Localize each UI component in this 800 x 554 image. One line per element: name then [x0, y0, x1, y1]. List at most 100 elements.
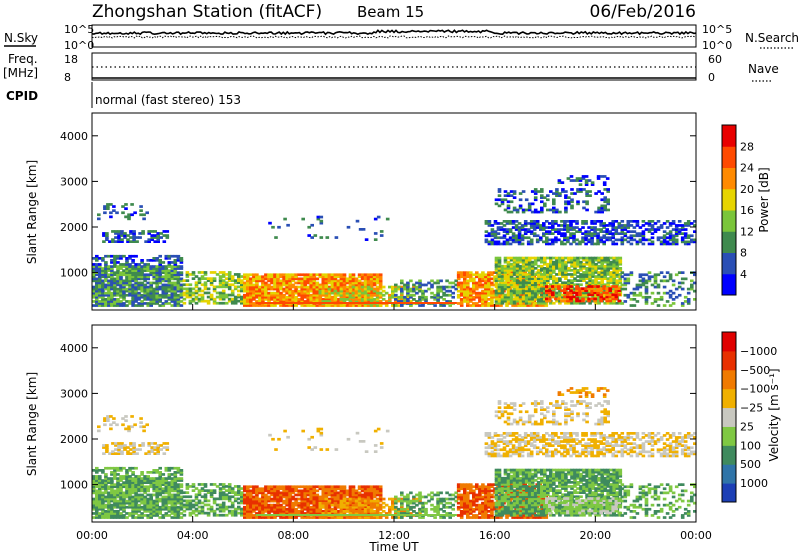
velocity-cell	[149, 499, 153, 503]
power-cell	[690, 279, 694, 283]
power-cell	[369, 289, 374, 293]
power-cell	[104, 254, 108, 258]
power-cell	[128, 265, 132, 268]
power-cell	[693, 230, 697, 233]
power-cell	[572, 236, 576, 240]
power-cell	[104, 269, 108, 272]
power-cell	[536, 210, 541, 214]
power-cell	[351, 289, 356, 293]
velocity-cell	[119, 483, 123, 486]
power-cell	[597, 256, 601, 260]
velocity-cell	[92, 501, 96, 505]
power-cell	[221, 297, 226, 301]
power-cell	[499, 293, 503, 297]
power-cell	[466, 275, 470, 279]
power-cell	[252, 275, 256, 279]
power-cell	[612, 279, 616, 282]
power-cell	[505, 220, 510, 223]
power-cell	[494, 291, 499, 295]
power-cell	[306, 285, 310, 289]
power-cell	[240, 285, 244, 289]
power-cell	[600, 206, 604, 210]
power-cell	[101, 259, 105, 262]
power-cell	[585, 285, 589, 289]
power-cell	[348, 281, 353, 285]
power-cell	[324, 293, 329, 297]
power-cell	[315, 289, 320, 293]
power-cell	[282, 281, 286, 285]
power-cell	[543, 269, 547, 272]
power-cell	[629, 220, 634, 223]
power-cell	[530, 289, 535, 293]
velocity-cell	[240, 491, 244, 494]
power-cell	[533, 297, 538, 301]
power-cell	[101, 283, 105, 287]
power-cell	[594, 256, 598, 260]
power-cell	[378, 304, 383, 307]
power-cell	[515, 285, 520, 289]
velocity-cell	[206, 491, 211, 494]
power-cell	[505, 238, 510, 242]
power-cell	[132, 236, 136, 239]
power-cell	[378, 287, 383, 291]
power-cell	[188, 289, 193, 293]
velocity-cell	[215, 497, 220, 501]
power-cell	[509, 269, 514, 272]
power-cell	[543, 267, 547, 270]
power-cell	[540, 273, 544, 276]
power-cell	[514, 236, 519, 240]
power-cell	[363, 285, 368, 289]
power-cell	[546, 295, 550, 299]
velocity-cell	[131, 489, 135, 493]
power-cell	[546, 256, 550, 260]
power-cell	[137, 293, 141, 297]
power-cell	[638, 234, 643, 238]
power-cell	[116, 291, 120, 295]
power-cell	[351, 295, 356, 299]
power-cell	[599, 293, 603, 297]
velocity-cell	[105, 448, 109, 451]
power-cell	[140, 271, 144, 274]
velocity-cell	[185, 501, 190, 505]
power-cell	[578, 177, 583, 180]
power-cell	[384, 300, 389, 303]
power-cell	[112, 209, 116, 212]
power-cell	[472, 304, 476, 307]
power-cell	[173, 281, 178, 285]
power-cell	[680, 240, 685, 244]
power-cell	[527, 260, 532, 264]
velocity-cell	[173, 503, 178, 507]
velocity-cell	[179, 471, 184, 474]
velocity-cell	[137, 493, 141, 497]
velocity-cell	[143, 477, 147, 480]
power-cell	[107, 291, 111, 295]
velocity-cell	[116, 499, 120, 503]
velocity-cell	[179, 505, 184, 509]
velocity-cell	[164, 483, 169, 486]
power-cell	[620, 238, 625, 242]
power-cell	[512, 271, 517, 274]
power-cell	[134, 273, 138, 277]
power-cell	[394, 300, 398, 303]
power-cell	[641, 281, 646, 285]
power-cell	[578, 230, 582, 233]
power-cell	[543, 204, 547, 208]
power-cell	[475, 293, 479, 297]
power-cell	[110, 277, 114, 281]
velocity-cell	[188, 495, 193, 499]
power-cell	[665, 300, 670, 303]
power-cell	[243, 283, 247, 287]
power-cell	[104, 302, 108, 305]
velocity-cell	[224, 485, 229, 488]
power-cell	[530, 262, 535, 266]
velocity-cell	[243, 497, 247, 501]
power-cell	[378, 295, 383, 299]
power-cell	[114, 236, 118, 239]
power-cell	[475, 291, 479, 295]
power-cell	[623, 273, 628, 277]
power-cell	[674, 226, 679, 229]
power-cell	[530, 210, 535, 214]
power-cell	[279, 285, 283, 289]
velocity-cell	[179, 477, 184, 480]
power-cell	[566, 240, 570, 244]
